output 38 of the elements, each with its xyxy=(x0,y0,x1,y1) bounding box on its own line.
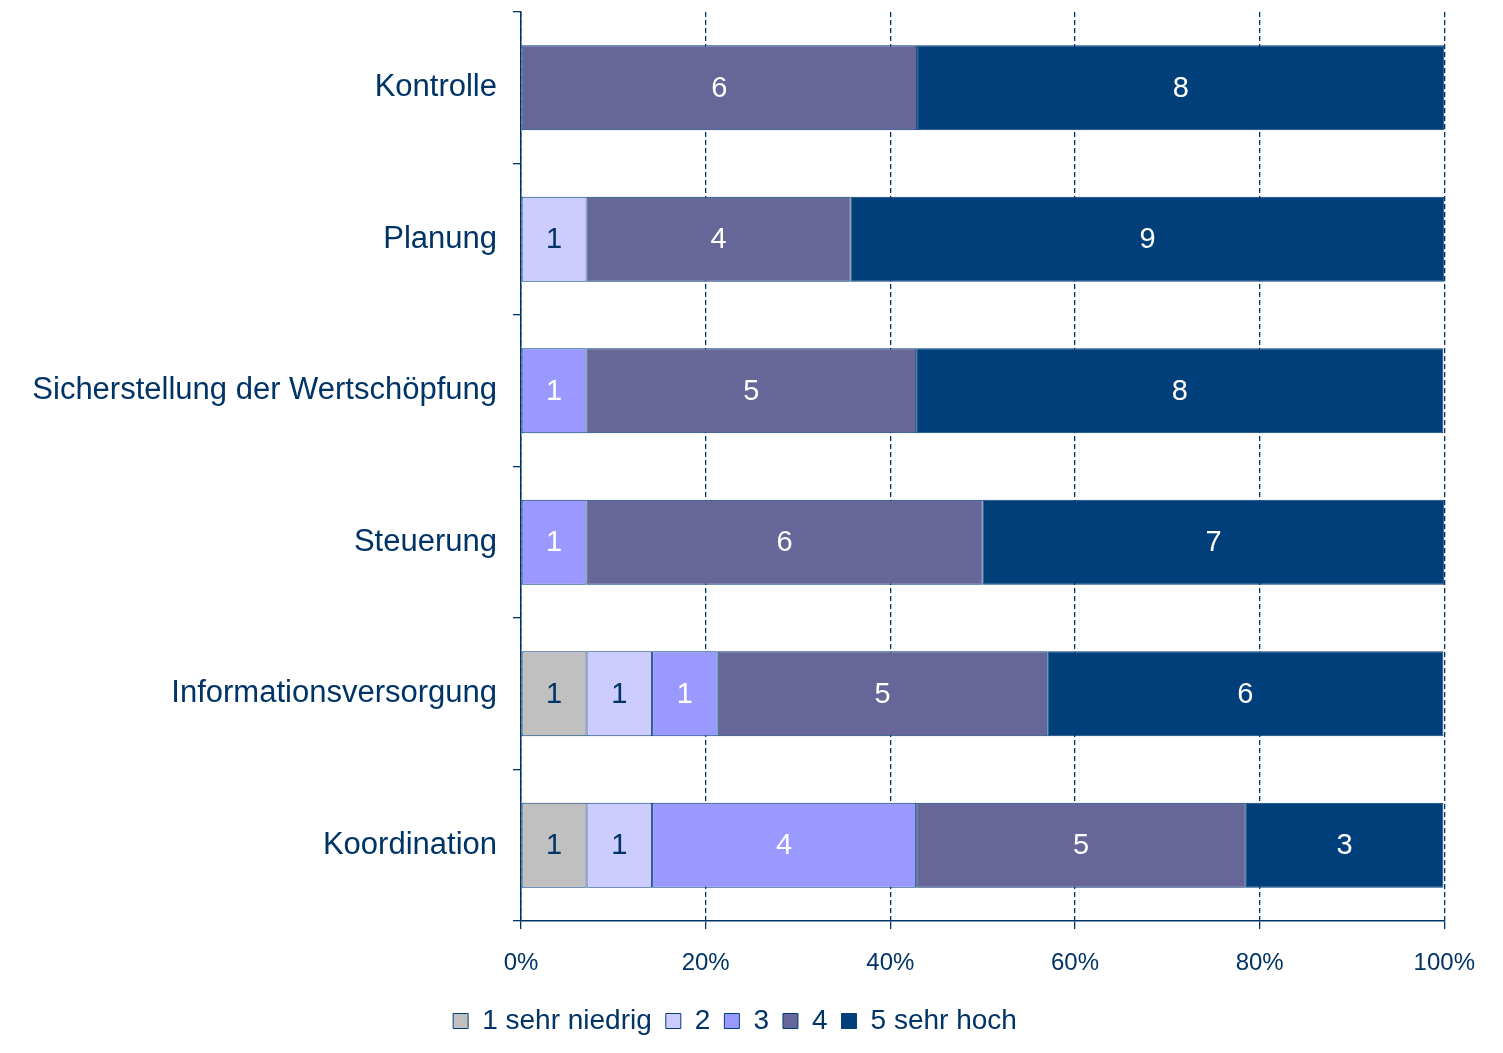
x-tick-label: 20% xyxy=(681,948,730,976)
annotation: 1 xyxy=(611,676,628,709)
x-tick-label: 0% xyxy=(503,948,539,976)
legend-label: 4 xyxy=(811,1003,828,1035)
annotation: 5 xyxy=(743,373,760,406)
annotation: 1 xyxy=(611,828,628,861)
annotation: 4 xyxy=(776,828,793,861)
y-tick-label: Sicherstellung der Wertschöpfung xyxy=(32,371,497,407)
annotation: 5 xyxy=(1072,828,1090,861)
legend-label: 3 xyxy=(753,1003,769,1035)
annotation: 5 xyxy=(874,676,891,709)
annotation: 1 xyxy=(546,222,563,255)
annotation: 8 xyxy=(1171,373,1188,406)
annotation: 1 xyxy=(546,525,563,558)
annotation: 6 xyxy=(711,70,728,103)
x-tick-label: 40% xyxy=(866,948,915,976)
legend-label: 1 sehr niedrig xyxy=(482,1003,652,1035)
y-tick-label: Koordination xyxy=(322,825,497,861)
x-tick-label: 60% xyxy=(1050,948,1100,976)
annotation: 1 xyxy=(546,828,563,861)
y-tick-label: Steuerung xyxy=(353,522,497,558)
annotation: 8 xyxy=(1172,70,1189,103)
annotation: 6 xyxy=(1237,676,1254,709)
x-tick-label: 80% xyxy=(1235,948,1284,976)
y-tick-label: Planung xyxy=(383,219,497,255)
annotation: 6 xyxy=(776,525,793,558)
annotation: 1 xyxy=(546,676,563,709)
x-tick-label: 100% xyxy=(1413,948,1475,976)
y-tick-label: Informationsversorgung xyxy=(171,674,497,710)
annotation: 4 xyxy=(710,222,727,255)
annotation: 7 xyxy=(1205,525,1222,558)
annotation: 1 xyxy=(546,373,563,406)
annotation: 3 xyxy=(1336,828,1353,861)
annotation: 9 xyxy=(1139,222,1156,255)
legend-label: 2 xyxy=(694,1003,711,1035)
annotation: 1 xyxy=(676,676,693,709)
legend-label: 5 sehr hoch xyxy=(870,1003,1017,1035)
y-tick-label: Kontrolle xyxy=(374,68,497,104)
